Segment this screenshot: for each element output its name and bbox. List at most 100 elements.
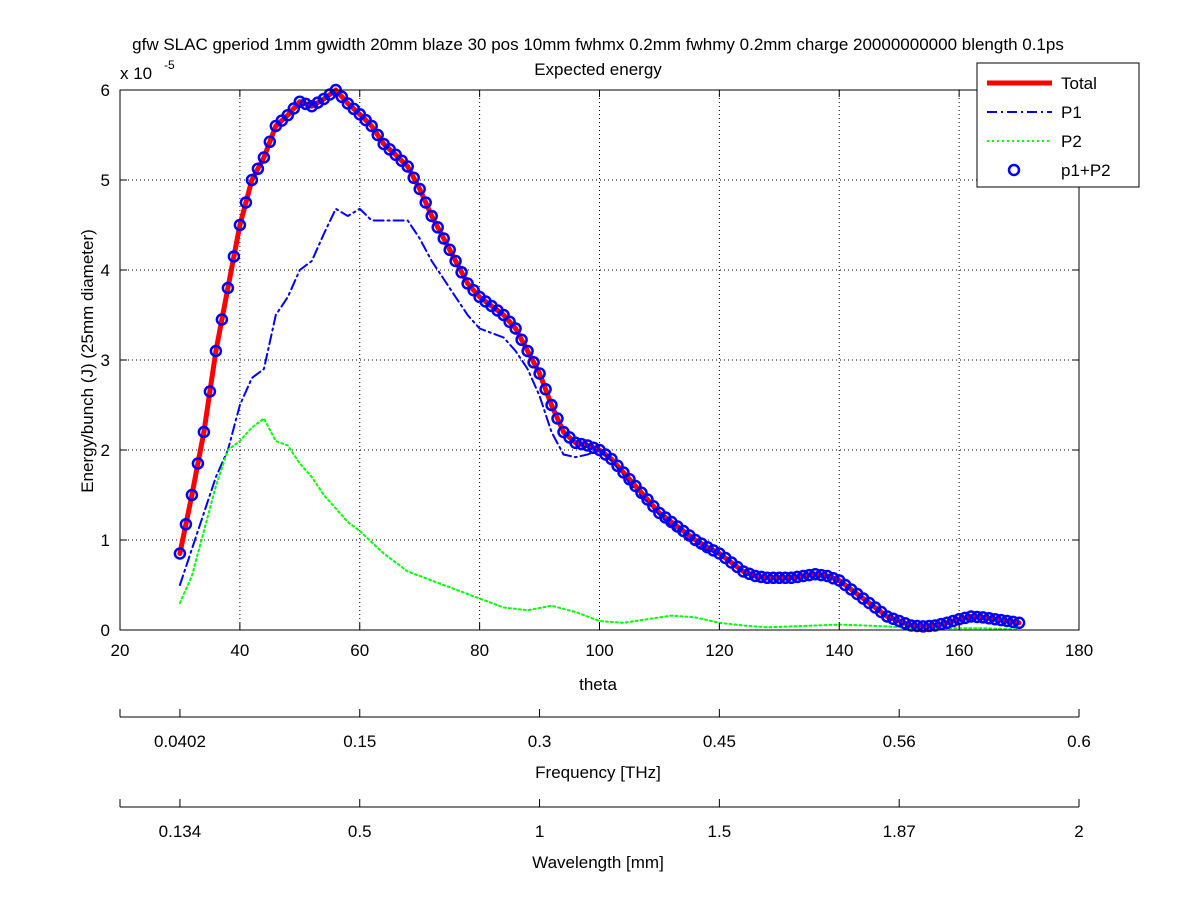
data-point-p1-p2 (197, 425, 211, 439)
data-point-p1-p2 (443, 243, 456, 257)
data-point-p1-p2 (707, 544, 720, 557)
series-layer (173, 83, 1026, 633)
secondary-axis-tick-label: 0.3 (528, 732, 552, 751)
legend-label: p1+P2 (1061, 161, 1111, 180)
x-tick-label: 160 (945, 641, 973, 660)
x-tick-label: 80 (470, 641, 489, 660)
data-point-p1-p2 (251, 162, 265, 176)
data-point-p1-p2 (587, 441, 600, 455)
data-point-p1-p2 (809, 567, 822, 581)
data-point-p1-p2 (803, 568, 816, 582)
data-point-p1-p2 (515, 333, 528, 347)
data-point-p1-p2 (497, 308, 510, 322)
data-point-p1-p2 (815, 568, 828, 582)
secondary-axis-tick-label: 1 (535, 822, 544, 841)
data-point-p1-p2 (401, 160, 414, 173)
chart-subtitle: Expected energy (534, 60, 662, 79)
data-point-p1-p2 (629, 479, 642, 493)
data-point-p1-p2 (521, 344, 534, 358)
y-axis-label: Energy/bunch (J) (25mm diameter) (78, 229, 97, 493)
grid (120, 90, 1079, 630)
data-point-p1-p2 (545, 398, 558, 412)
legend: Total P1 P2 p1+P2 (976, 62, 1140, 188)
legend-label: P2 (1061, 132, 1082, 151)
secondary-axis-label: Wavelength [mm] (532, 853, 664, 872)
data-point-p1-p2 (970, 610, 984, 624)
data-point-p1-p2 (449, 254, 462, 268)
data-point-p1-p2 (922, 619, 936, 633)
data-point-p1-p2 (227, 250, 241, 263)
secondary-axis-tick-label: 0.134 (159, 822, 202, 841)
data-point-p1-p2 (910, 619, 924, 633)
data-point-p1-p2 (179, 518, 193, 531)
data-point-p1-p2 (221, 281, 235, 295)
data-point-p1-p2 (940, 616, 954, 630)
data-point-p1-p2 (419, 196, 432, 209)
y-tick-label: 4 (101, 261, 110, 280)
y-tick-label: 3 (101, 351, 110, 370)
secondary-axis-tick-label: 1.87 (883, 822, 916, 841)
x-tick-label: 100 (585, 641, 613, 660)
x-tick-label: 20 (111, 641, 130, 660)
x-tick-label: 40 (230, 641, 249, 660)
data-point-p1-p2 (617, 466, 630, 479)
y-tick-label: 1 (101, 531, 110, 550)
x-tick-label: 60 (350, 641, 369, 660)
secondary-axis-tick-label: 0.45 (703, 732, 736, 751)
data-point-p1-p2 (257, 151, 271, 164)
y-tick-label: 6 (101, 81, 110, 100)
legend-label: P1 (1061, 103, 1082, 122)
y-exponent-power: -5 (164, 58, 175, 72)
data-point-p1-p2 (988, 612, 1002, 626)
data-point-p1-p2 (287, 102, 301, 115)
secondary-axis-label: Frequency [THz] (535, 763, 661, 782)
secondary-axis-tick-label: 0.6 (1067, 732, 1091, 751)
data-point-p1-p2 (191, 457, 205, 470)
data-point-p1-p2 (785, 571, 798, 585)
data-point-p1-p2 (233, 218, 247, 232)
series-line-p2 (178, 417, 1021, 631)
data-point-p1-p2 (239, 196, 253, 209)
data-point-p1-p2 (425, 209, 438, 223)
data-point-p1-p2 (413, 182, 426, 196)
secondary-axis-tick-label: 1.5 (708, 822, 732, 841)
data-point-p1-p2 (761, 571, 774, 585)
data-point-p1-p2 (737, 565, 750, 578)
data-point-p1-p2 (455, 266, 468, 279)
data-point-p1-p2 (431, 221, 444, 234)
data-point-p1-p2 (1012, 616, 1026, 630)
secondary-axis-tick-label: 0.15 (343, 732, 376, 751)
data-point-p1-p2 (263, 135, 277, 149)
data-point-p1-p2 (892, 614, 906, 628)
data-point-p1-p2 (958, 611, 972, 625)
legend-label: Total (1061, 74, 1097, 93)
data-point-p1-p2 (299, 97, 313, 111)
secondary-axis-tick-label: 0.5 (348, 822, 372, 841)
x-tick-label: 120 (705, 641, 733, 660)
chart-title: gfw SLAC gperiod 1mm gwidth 20mm blaze 3… (132, 35, 1064, 54)
data-point-p1-p2 (821, 569, 834, 583)
data-point-p1-p2 (755, 570, 768, 584)
data-point-p1-p2 (467, 283, 480, 297)
axis-ticks: 20 40 60 80 100 120 140 160 180 0 1 2 3 4 5 6 (101, 81, 1094, 660)
data-point-p1-p2 (407, 171, 420, 185)
data-point-p1-p2 (605, 452, 618, 466)
data-point-p1-p2 (203, 385, 217, 398)
data-point-p1-p2 (767, 571, 780, 585)
data-point-p1-p2 (791, 570, 804, 584)
y-tick-label: 5 (101, 171, 110, 190)
data-point-p1-p2 (371, 128, 384, 142)
secondary-axes: 0.0402 0.15 0.3 0.45 0.56 0.6 Frequency [THz] 0… (119, 709, 1091, 872)
data-point-p1-p2 (539, 383, 552, 396)
data-point-p1-p2 (533, 367, 546, 380)
data-point-p1-p2 (245, 173, 259, 187)
data-point-p1-p2 (173, 547, 187, 560)
secondary-axis-tick-label: 2 (1074, 822, 1083, 841)
secondary-axis-tick-label: 0.0402 (154, 732, 206, 751)
data-point-p1-p2 (575, 437, 588, 451)
y-exponent-label: x 10 (120, 64, 152, 83)
legend-marker (1007, 163, 1021, 177)
data-point-p1-p2 (982, 612, 996, 625)
data-point-p1-p2 (509, 322, 522, 335)
